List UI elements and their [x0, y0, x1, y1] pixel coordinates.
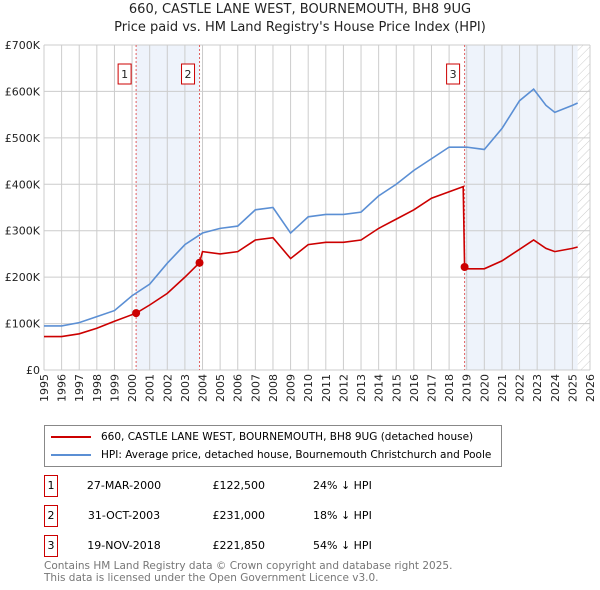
y-tick-label: £200K [5, 271, 41, 284]
x-tick-label: 2002 [161, 374, 174, 402]
x-tick-label: 1996 [56, 374, 69, 402]
sale-hpi-diff: 54% ↓ HPI [313, 539, 372, 552]
sale-number: 1 [44, 475, 58, 497]
x-tick-label: 2012 [337, 374, 350, 402]
x-tick-label: 2022 [514, 374, 527, 402]
legend: 660, CASTLE LANE WEST, BOURNEMOUTH, BH8 … [44, 425, 502, 467]
sale-row: 3 19-NOV-2018 £221,850 54% ↓ HPI [44, 535, 444, 557]
x-tick-label: 2023 [531, 374, 544, 402]
x-tick-label: 2004 [197, 374, 210, 402]
x-tick-label: 2006 [232, 374, 245, 402]
x-tick-label: 2000 [126, 374, 139, 402]
legend-blue-line [51, 454, 91, 456]
hpi-line [44, 87, 578, 327]
forecast-hatch [577, 45, 590, 370]
x-tick-label: 1998 [91, 374, 104, 402]
x-tick-label: 2026 [584, 374, 597, 402]
x-tick-label: 1999 [108, 374, 121, 402]
x-tick-label: 2005 [214, 374, 227, 402]
x-tick-label: 2021 [496, 374, 509, 402]
x-tick-label: 2011 [320, 374, 333, 402]
x-tick-label: 2024 [549, 374, 562, 402]
sale-row: 1 27-MAR-2000 £122,500 24% ↓ HPI [44, 475, 444, 497]
chart-subtitle: Price paid vs. HM Land Registry's House … [114, 20, 486, 35]
plot-area: 1995 1996 1997 1998 1999 2000 2001 2002 2003 2004… [5, 39, 597, 402]
footer-line: Contains HM Land Registry data © Crown c… [44, 560, 453, 572]
x-tick-label: 2008 [267, 374, 280, 402]
sale-hpi-diff: 18% ↓ HPI [313, 509, 372, 522]
shaded-region [464, 45, 578, 370]
sale-label: 2 [185, 68, 192, 81]
chart-title: 660, CASTLE LANE WEST, BOURNEMOUTH, BH8 … [128, 2, 472, 17]
x-tick-label: 2020 [478, 374, 491, 402]
sale-label: 1 [121, 68, 128, 81]
x-tick-label: 2010 [302, 374, 315, 402]
y-tick-label: £0 [26, 364, 40, 377]
sale-label-box [117, 63, 132, 85]
sale-price: £231,000 [212, 509, 266, 522]
legend-label-hpi: HPI: Average price, detached house, Bour… [101, 449, 492, 461]
x-tick-label: 2025 [566, 374, 579, 402]
x-tick-label: 2014 [373, 374, 386, 402]
x-tick-label: 2016 [408, 374, 421, 402]
sale-label: 3 [450, 68, 457, 81]
x-tick-label: 2017 [425, 374, 438, 402]
x-tick-label: 1995 [38, 374, 51, 402]
legend-red-line [51, 436, 91, 438]
y-tick-label: £400K [5, 178, 41, 191]
sale-number: 3 [44, 535, 58, 557]
sale-date: 27-MAR-2000 [86, 479, 162, 492]
x-tick-label: 2013 [355, 374, 368, 402]
x-tick-label: 2009 [285, 374, 298, 402]
x-tick-label: 2019 [461, 374, 474, 402]
property-price-line [44, 185, 578, 338]
sale-date: 31-OCT-2003 [87, 509, 161, 522]
sale-point [195, 258, 204, 267]
y-tick-label: £100K [5, 318, 41, 331]
x-tick-label: 2018 [443, 374, 456, 402]
footer-line: This data is licensed under the Open Gov… [44, 572, 379, 584]
sale-label-box [181, 63, 196, 85]
sale-price: £122,500 [212, 479, 266, 492]
sale-number: 2 [44, 505, 58, 527]
sale-point [460, 262, 469, 271]
footer: Contains HM Land Registry data © Crown c… [44, 560, 452, 584]
y-tick-label: £700K [5, 39, 41, 52]
legend-label-property: 660, CASTLE LANE WEST, BOURNEMOUTH, BH8 … [101, 431, 474, 443]
y-tick-label: £500K [5, 132, 41, 145]
y-tick-label: £300K [5, 225, 41, 238]
sale-point [132, 309, 141, 318]
shaded-region [136, 45, 200, 370]
sale-row: 2 31-OCT-2003 £231,000 18% ↓ HPI [44, 505, 444, 527]
sale-label-box [446, 63, 461, 85]
x-tick-label: 2015 [390, 374, 403, 402]
sale-hpi-diff: 24% ↓ HPI [313, 479, 372, 492]
x-tick-label: 2003 [179, 374, 192, 402]
sale-price: £221,850 [212, 539, 266, 552]
x-tick-label: 2001 [144, 374, 157, 402]
x-tick-label: 2007 [249, 374, 262, 402]
sale-date: 19-NOV-2018 [87, 539, 161, 552]
x-tick-label: 1997 [73, 374, 86, 402]
y-tick-label: £600K [5, 85, 41, 98]
